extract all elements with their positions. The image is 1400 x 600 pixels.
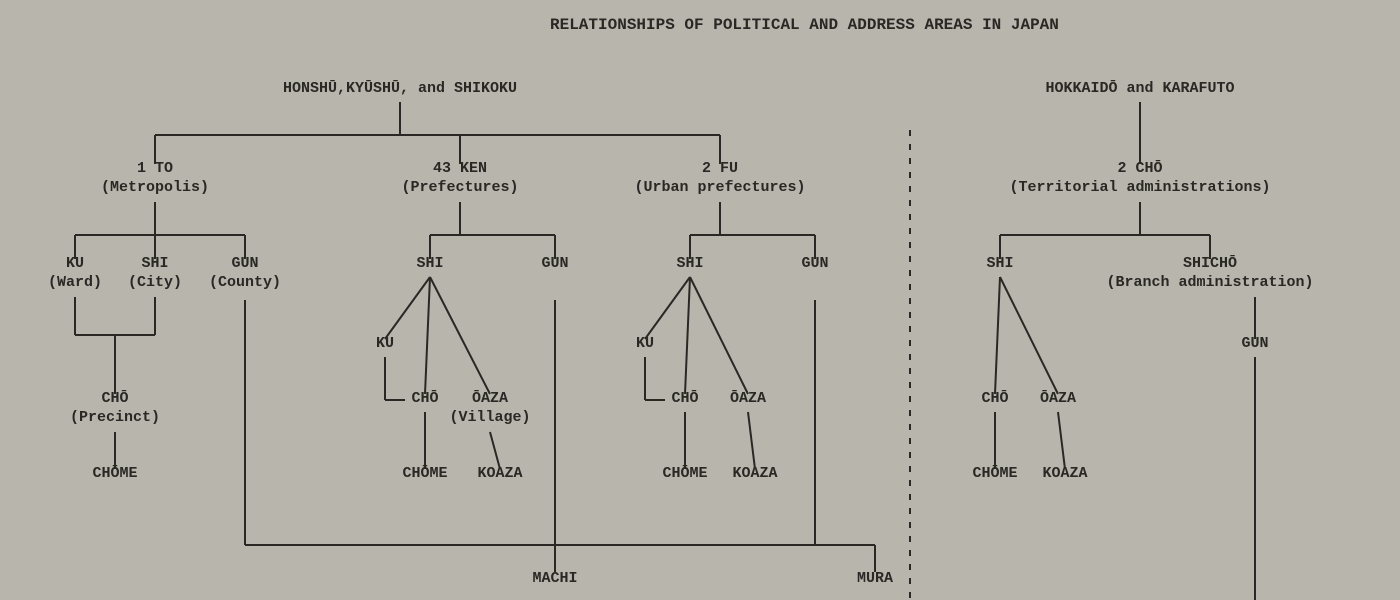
- node-root-honshu: HONSHŪ,KYŪSHŪ, and SHIKOKU: [250, 80, 550, 99]
- node-cho-territorial: 2 CHŌ (Territorial administrations): [990, 160, 1290, 198]
- node-to-metropolis: 1 TO (Metropolis): [5, 160, 305, 198]
- node-koaza-hokkaido: KOAZA: [915, 465, 1215, 484]
- node-mura: MURA: [725, 570, 1025, 589]
- node-chome-to: CHŌME: [0, 465, 265, 484]
- node-ku-ken: KU: [235, 335, 535, 354]
- node-machi: MACHI: [405, 570, 705, 589]
- diagram-title: RELATIONSHIPS OF POLITICAL AND ADDRESS A…: [550, 15, 850, 35]
- node-ken-prefectures: 43 KEN (Prefectures): [310, 160, 610, 198]
- node-shicho-branch: SHICHŌ (Branch administration): [1060, 255, 1360, 293]
- node-fu-urban: 2 FU (Urban prefectures): [570, 160, 870, 198]
- node-root-hokkaido: HOKKAIDŌ and KARAFUTO: [990, 80, 1290, 99]
- node-ku-fu: KU: [495, 335, 795, 354]
- node-oaza-hokkaido: ŌAZA: [908, 390, 1208, 409]
- node-gun-hokkaido: GUN: [1105, 335, 1400, 354]
- node-cho-precinct: CHŌ (Precinct): [0, 390, 265, 428]
